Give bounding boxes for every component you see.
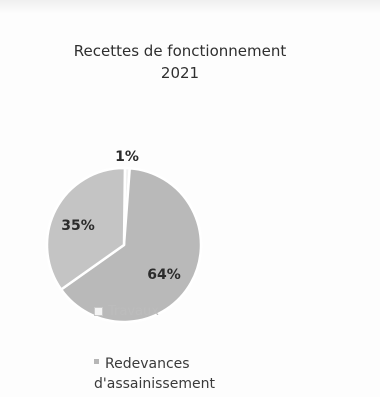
legend-item-redevances: Redevances d'assainissement	[94, 354, 215, 394]
legend-label-redevances: Redevances	[105, 356, 190, 372]
legend-label-travaux: Travaux	[108, 304, 159, 319]
pie-label-2: 64%	[147, 267, 181, 283]
pie-slice-2	[59, 166, 203, 324]
pie-slice-3	[45, 166, 127, 291]
legend-label-redevances-line-2: d'assainissement	[94, 376, 215, 392]
legend-label-redevances-line-1: Redevances	[94, 354, 215, 374]
chart-title: Recettes de fonctionnement 2021	[0, 40, 360, 84]
chart-title-line-2: 2021	[160, 64, 200, 82]
pie-label-1: 1%	[115, 149, 139, 165]
legend-swatch-travaux	[94, 307, 103, 316]
pie-label-3: 35%	[61, 218, 95, 234]
legend-item-travaux: Travaux	[94, 304, 159, 319]
legend-swatch-redevances	[94, 358, 99, 364]
chart-title-line-1: Recettes de fonctionnement	[73, 42, 287, 60]
